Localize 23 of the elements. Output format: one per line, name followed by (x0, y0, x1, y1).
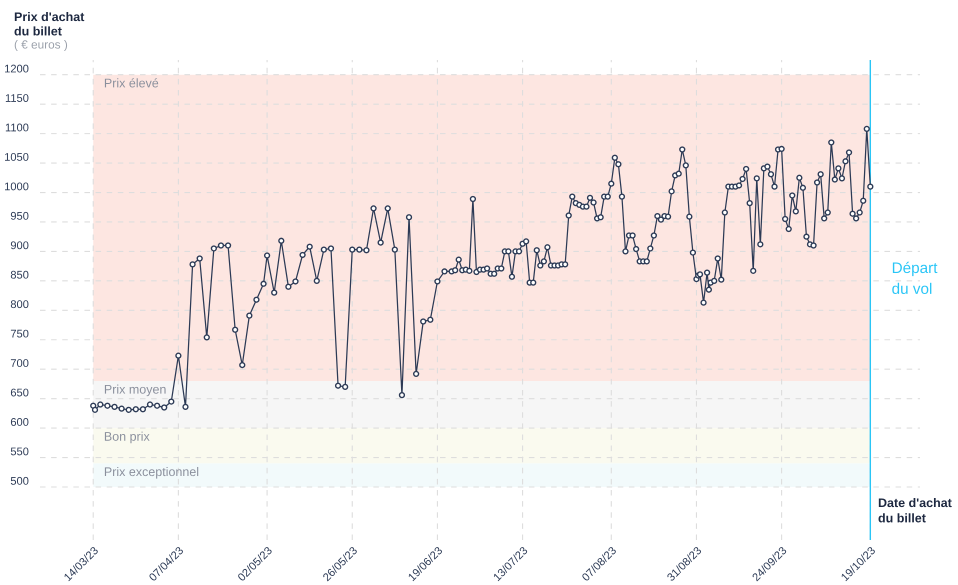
y-tick-label: 1150 (6, 94, 28, 102)
y-tick-label: 650 (10, 388, 28, 396)
band-label: Prix exceptionnel (104, 466, 198, 479)
band-label: Prix élevé (104, 78, 158, 88)
y-tick-label: 1200 (5, 64, 28, 73)
y-tick-label: 950 (10, 212, 28, 220)
y-tick-label: 1050 (5, 153, 28, 161)
y-axis-title: Prix d'achat du billet (14, 12, 84, 36)
y-tick-label: 550 (10, 447, 28, 456)
band-label: Prix moyen (104, 384, 166, 396)
y-tick-label: 1000 (5, 182, 28, 190)
y-tick-label: 1100 (6, 124, 28, 132)
y-tick-label: 700 (10, 359, 28, 368)
y-tick-label: 750 (10, 330, 28, 338)
y-tick-label: 850 (10, 270, 28, 279)
x-axis-title: Date d'achat du billet (878, 498, 952, 522)
y-tick-label: 600 (10, 418, 28, 426)
y-tick-label: 900 (10, 241, 28, 250)
text: ( € euros ) (14, 40, 68, 51)
y-tick-label: 800 (10, 300, 28, 308)
y-tick-label: 500 (10, 476, 28, 485)
band-label: Bon prix (104, 432, 150, 444)
ref-line-label: Départ du vol (892, 262, 938, 294)
